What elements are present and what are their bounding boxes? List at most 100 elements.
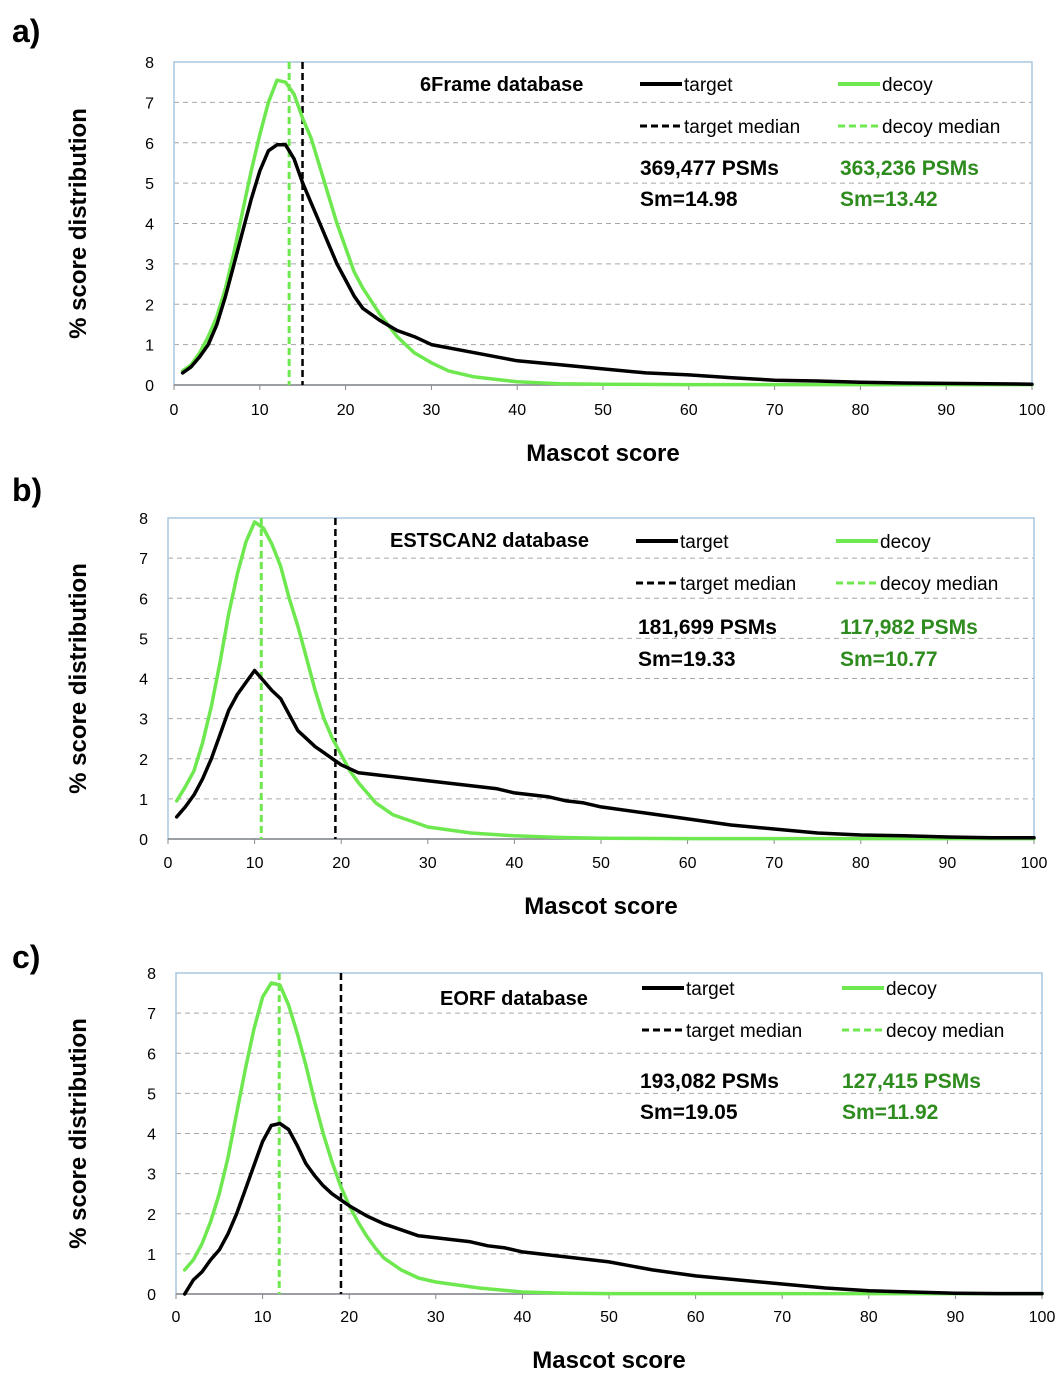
y-tick-label: 8 <box>139 511 148 528</box>
legend-decoy-label: decoy <box>880 532 931 553</box>
y-tick-label: 4 <box>139 672 148 689</box>
y-axis-title: % score distribution <box>65 563 92 794</box>
legend-decoy-label: decoy <box>882 75 933 96</box>
target-psm-count: 193,082 PSMs <box>640 1070 779 1093</box>
x-tick-label: 30 <box>427 1309 445 1326</box>
decoy-median-score: Sm=13.42 <box>840 188 938 211</box>
legend-target-label: target <box>680 532 729 553</box>
legend-decoy-label: decoy <box>886 979 937 1000</box>
x-tick-label: 70 <box>773 1309 791 1326</box>
x-tick-label: 20 <box>337 402 355 419</box>
panel-label: b) <box>12 472 42 508</box>
legend-target-label: target <box>684 75 733 96</box>
x-axis-title: Mascot score <box>532 1347 685 1373</box>
x-tick-label: 0 <box>172 1309 181 1326</box>
x-tick-label: 80 <box>852 402 870 419</box>
chart-title: ESTSCAN2 database <box>390 530 589 552</box>
x-tick-label: 60 <box>687 1309 705 1326</box>
target-series-line <box>182 1121 1044 1296</box>
y-tick-label: 3 <box>147 1167 156 1184</box>
target-psm-count: 181,699 PSMs <box>638 616 777 639</box>
x-tick-label: 80 <box>852 855 870 872</box>
x-tick-label: 20 <box>332 855 350 872</box>
x-tick-label: 100 <box>1029 1309 1056 1326</box>
decoy-series-line <box>182 981 1044 1296</box>
chart-title: 6Frame database <box>420 74 583 96</box>
y-tick-label: 2 <box>139 752 148 769</box>
y-tick-label: 5 <box>147 1086 156 1103</box>
target-median-score: Sm=14.98 <box>640 188 738 211</box>
x-tick-label: 100 <box>1019 402 1046 419</box>
y-tick-label: 2 <box>147 1207 156 1224</box>
y-tick-label: 0 <box>139 832 148 849</box>
x-tick-label: 0 <box>164 855 173 872</box>
y-tick-label: 6 <box>145 136 154 153</box>
x-tick-label: 10 <box>251 402 269 419</box>
x-tick-label: 0 <box>170 402 179 419</box>
panel-label: a) <box>12 13 40 49</box>
y-tick-label: 4 <box>147 1127 156 1144</box>
decoy-psm-count: 117,982 PSMs <box>840 616 978 639</box>
y-tick-label: 7 <box>145 95 154 112</box>
legend-target-median-label: target median <box>684 117 800 138</box>
x-tick-label: 40 <box>506 855 524 872</box>
y-tick-label: 4 <box>145 217 154 234</box>
x-tick-label: 70 <box>765 855 783 872</box>
y-tick-label: 5 <box>139 631 148 648</box>
decoy-psm-count: 127,415 PSMs <box>842 1070 981 1093</box>
y-tick-label: 3 <box>145 257 154 274</box>
y-tick-label: 8 <box>147 966 156 983</box>
x-tick-label: 60 <box>679 855 697 872</box>
y-tick-label: 3 <box>139 712 148 729</box>
target-series-line <box>174 668 1036 840</box>
x-tick-label: 60 <box>680 402 698 419</box>
decoy-median-score: Sm=10.77 <box>840 648 938 671</box>
y-tick-label: 0 <box>147 1287 156 1304</box>
decoy-series-line <box>174 520 1036 841</box>
target-median-score: Sm=19.33 <box>638 648 736 671</box>
decoy-series-line <box>180 78 1034 387</box>
x-tick-label: 20 <box>340 1309 358 1326</box>
target-psm-count: 369,477 PSMs <box>640 157 779 180</box>
y-tick-label: 1 <box>147 1247 156 1264</box>
x-axis-title: Mascot score <box>524 893 677 920</box>
target-median-score: Sm=19.05 <box>640 1101 738 1124</box>
x-tick-label: 90 <box>947 1309 965 1326</box>
decoy-psm-count: 363,236 PSMs <box>840 157 979 180</box>
y-tick-label: 1 <box>145 338 154 355</box>
y-tick-label: 2 <box>145 297 154 314</box>
y-tick-label: 8 <box>145 55 154 72</box>
legend-decoy-median-label: decoy median <box>882 117 1000 138</box>
x-tick-label: 50 <box>594 402 612 419</box>
chart-title: EORF database <box>440 988 588 1010</box>
y-tick-label: 7 <box>147 1006 156 1023</box>
legend-decoy-median-label: decoy median <box>886 1021 1004 1042</box>
x-tick-label: 70 <box>766 402 784 419</box>
x-tick-label: 100 <box>1021 855 1048 872</box>
decoy-median-score: Sm=11.92 <box>842 1101 938 1124</box>
legend-target-median-label: target median <box>680 574 796 595</box>
y-axis-title: % score distribution <box>65 1018 92 1249</box>
x-tick-label: 90 <box>937 402 955 419</box>
x-tick-label: 80 <box>860 1309 878 1326</box>
y-tick-label: 6 <box>147 1046 156 1063</box>
y-axis-title: % score distribution <box>65 108 92 339</box>
x-axis-title: Mascot score <box>526 440 679 467</box>
x-tick-label: 30 <box>423 402 441 419</box>
x-tick-label: 30 <box>419 855 437 872</box>
x-tick-label: 40 <box>508 402 526 419</box>
y-tick-label: 6 <box>139 591 148 608</box>
legend-target-label: target <box>686 979 735 1000</box>
legend-decoy-median-label: decoy median <box>880 574 998 595</box>
x-tick-label: 40 <box>514 1309 532 1326</box>
legend-target-median-label: target median <box>686 1021 802 1042</box>
x-tick-label: 50 <box>592 855 610 872</box>
y-tick-label: 5 <box>145 176 154 193</box>
x-tick-label: 50 <box>600 1309 618 1326</box>
x-tick-label: 90 <box>939 855 957 872</box>
x-tick-label: 10 <box>246 855 264 872</box>
y-tick-label: 1 <box>139 792 148 809</box>
target-series-line <box>180 143 1034 386</box>
y-tick-label: 7 <box>139 551 148 568</box>
